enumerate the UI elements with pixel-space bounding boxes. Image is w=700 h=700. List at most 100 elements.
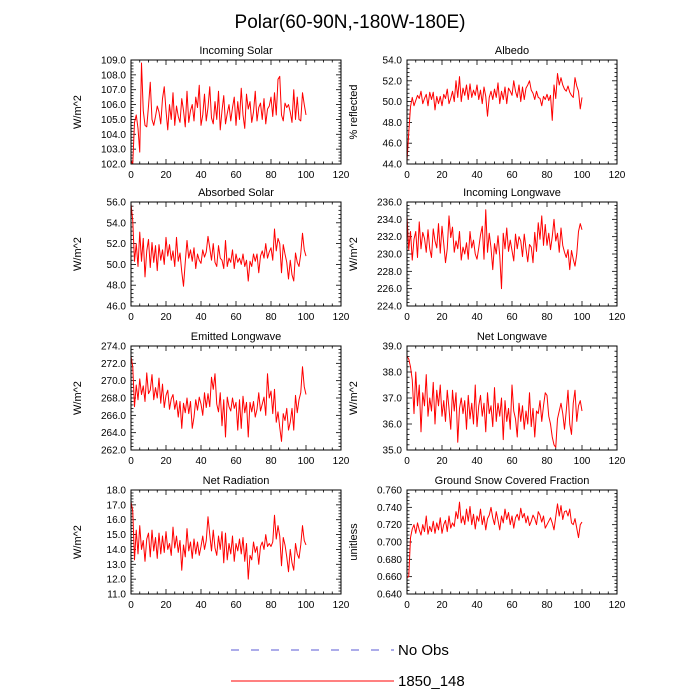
x-tick-label: 80 bbox=[265, 312, 277, 323]
panel-2: Absorbed Solar W/m^2 0 20 40 60 80 100 120 46.0 48… bbox=[72, 187, 350, 323]
x-tick-label: 100 bbox=[298, 312, 315, 323]
series-line-1850_148 bbox=[406, 356, 583, 448]
y-tick-label: 236.0 bbox=[377, 198, 402, 209]
y-tick-label: 48.0 bbox=[107, 281, 127, 292]
plot-frame bbox=[406, 489, 618, 595]
x-tick-label: 80 bbox=[541, 312, 553, 323]
series-line-1850_148 bbox=[130, 204, 307, 287]
y-tick-label: 56.0 bbox=[107, 198, 127, 209]
y-tick-label: 0.680 bbox=[377, 555, 402, 566]
x-tick-label: 120 bbox=[333, 456, 350, 467]
series-line-1850_148 bbox=[130, 501, 307, 580]
y-tick-label: 50.0 bbox=[383, 97, 403, 108]
plot-frame bbox=[130, 59, 342, 165]
y-tick-label: 230.0 bbox=[377, 250, 402, 261]
x-tick-label: 60 bbox=[230, 312, 242, 323]
x-tick-label: 20 bbox=[160, 456, 172, 467]
x-tick-label: 80 bbox=[541, 170, 553, 181]
y-tick-label: 270.0 bbox=[101, 376, 126, 387]
legend: No Obs 1850_148 bbox=[231, 642, 465, 690]
x-tick-label: 0 bbox=[404, 170, 410, 181]
x-tick-label: 100 bbox=[574, 600, 591, 611]
y-tick-label: 232.0 bbox=[377, 232, 402, 243]
y-tick-label: 274.0 bbox=[101, 342, 126, 353]
x-tick-label: 20 bbox=[160, 312, 172, 323]
x-tick-label: 60 bbox=[506, 312, 518, 323]
plot-frame bbox=[406, 201, 618, 307]
x-tick-label: 0 bbox=[128, 456, 134, 467]
x-tick-label: 100 bbox=[574, 170, 591, 181]
x-tick-label: 40 bbox=[195, 456, 207, 467]
y-tick-label: 35.0 bbox=[383, 446, 403, 457]
x-tick-label: 120 bbox=[333, 600, 350, 611]
x-tick-label: 0 bbox=[128, 170, 134, 181]
panel-title: Emitted Longwave bbox=[191, 331, 282, 343]
x-tick-label: 0 bbox=[404, 456, 410, 467]
plot-frame bbox=[406, 59, 618, 165]
plot-frame bbox=[406, 345, 618, 451]
panels: Incoming Solar W/m^2 0 20 40 60 80 100 120 102.0 1… bbox=[72, 45, 626, 611]
x-tick-label: 100 bbox=[574, 456, 591, 467]
y-tick-label: 11.0 bbox=[107, 590, 126, 601]
panel-title: Albedo bbox=[495, 45, 529, 57]
y-tick-label: 46.0 bbox=[383, 139, 403, 150]
panel-5: Net Longwave W/m^2 0 20 40 60 80 100 120 35.0 36.0… bbox=[348, 331, 626, 467]
y-tick-label: 102.0 bbox=[101, 160, 126, 171]
x-tick-label: 120 bbox=[609, 170, 626, 181]
y-tick-label: 12.0 bbox=[107, 575, 127, 586]
x-tick-label: 100 bbox=[574, 312, 591, 323]
y-tick-label: 44.0 bbox=[383, 160, 403, 171]
panel-title: Ground Snow Covered Fraction bbox=[435, 475, 590, 487]
x-tick-label: 0 bbox=[404, 312, 410, 323]
panel-1: Albedo % reflected 0 20 40 60 80 100 120 44.0 46.0… bbox=[348, 45, 626, 181]
x-tick-label: 40 bbox=[195, 600, 207, 611]
y-tick-label: 103.0 bbox=[101, 145, 126, 156]
series-line-1850_148 bbox=[406, 73, 583, 161]
y-tick-label: 16.0 bbox=[107, 515, 127, 526]
panel-4: Emitted Longwave W/m^2 0 20 40 60 80 100 120 262.… bbox=[72, 331, 350, 467]
y-tick-label: 13.0 bbox=[107, 560, 127, 571]
series-line-1850_148 bbox=[130, 356, 307, 442]
y-tick-label: 104.0 bbox=[101, 130, 126, 141]
y-axis-label: W/m^2 bbox=[72, 525, 84, 559]
y-tick-label: 54.0 bbox=[383, 56, 403, 67]
y-axis-label: % reflected bbox=[348, 84, 360, 139]
x-tick-label: 20 bbox=[160, 600, 172, 611]
y-tick-label: 52.0 bbox=[383, 76, 403, 87]
x-tick-label: 120 bbox=[609, 456, 626, 467]
y-tick-label: 0.640 bbox=[377, 590, 402, 601]
y-tick-label: 0.760 bbox=[377, 486, 402, 497]
x-tick-label: 0 bbox=[128, 312, 134, 323]
y-tick-label: 52.0 bbox=[107, 239, 127, 250]
panel-title: Net Longwave bbox=[477, 331, 547, 343]
y-axis-label: W/m^2 bbox=[72, 237, 84, 271]
y-tick-label: 36.0 bbox=[383, 420, 403, 431]
y-tick-label: 107.0 bbox=[101, 85, 126, 96]
y-tick-label: 14.0 bbox=[107, 545, 127, 556]
x-tick-label: 60 bbox=[230, 456, 242, 467]
y-tick-label: 105.0 bbox=[101, 115, 126, 126]
y-tick-label: 109.0 bbox=[101, 56, 126, 67]
plot-frame bbox=[130, 345, 342, 451]
panel-title: Incoming Longwave bbox=[463, 187, 561, 199]
panel-title: Incoming Solar bbox=[199, 45, 273, 57]
plot-frame bbox=[130, 201, 342, 307]
x-tick-label: 60 bbox=[230, 600, 242, 611]
x-tick-label: 60 bbox=[506, 456, 518, 467]
x-tick-label: 100 bbox=[298, 170, 315, 181]
y-tick-label: 266.0 bbox=[101, 411, 126, 422]
x-tick-label: 20 bbox=[436, 456, 448, 467]
x-tick-label: 0 bbox=[128, 600, 134, 611]
x-tick-label: 40 bbox=[471, 600, 483, 611]
legend-label-1: 1850_148 bbox=[398, 673, 465, 690]
x-tick-label: 120 bbox=[609, 600, 626, 611]
panel-title: Net Radiation bbox=[203, 475, 270, 487]
y-tick-label: 108.0 bbox=[101, 70, 126, 81]
x-tick-label: 20 bbox=[436, 600, 448, 611]
series-line-1850_148 bbox=[406, 209, 583, 290]
y-tick-label: 0.720 bbox=[377, 520, 402, 531]
y-tick-label: 38.0 bbox=[383, 368, 403, 379]
x-tick-label: 0 bbox=[404, 600, 410, 611]
x-tick-label: 20 bbox=[436, 312, 448, 323]
